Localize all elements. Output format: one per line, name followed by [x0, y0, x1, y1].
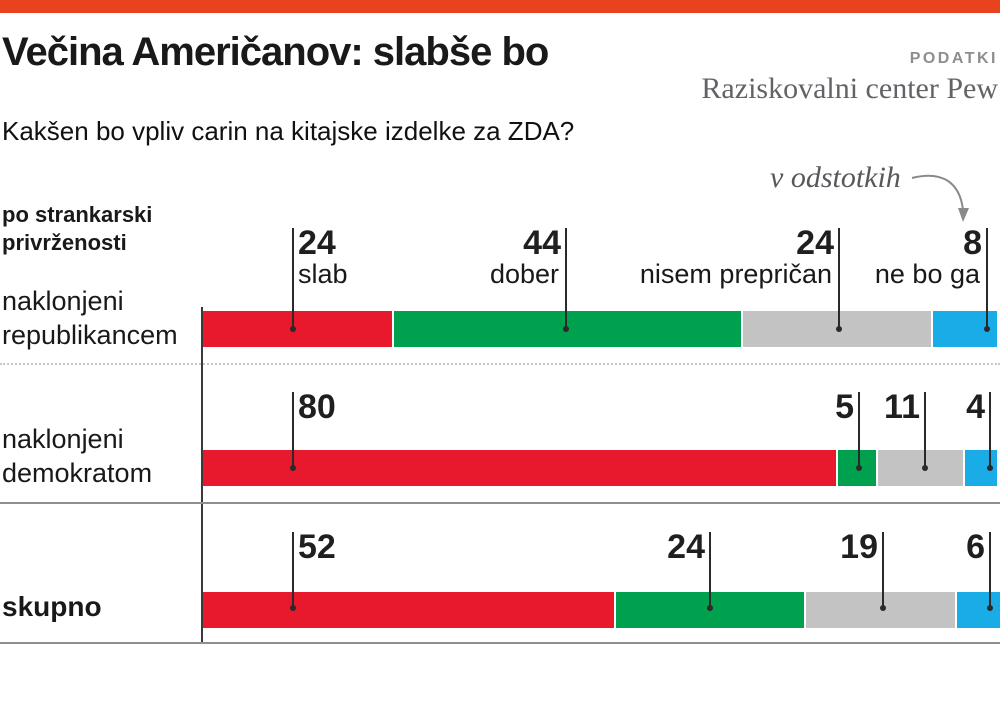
leader-dot	[856, 465, 862, 471]
leader-dot	[984, 326, 990, 332]
value-label: 11	[884, 388, 920, 426]
leader-line	[838, 228, 840, 329]
unit-note-arrow-icon	[911, 174, 969, 222]
bar-segment-slab	[203, 450, 837, 486]
bar-segment-slab	[203, 592, 614, 628]
category-label: dober	[489, 259, 559, 289]
value-label: 80	[298, 388, 336, 426]
value-label: 8	[963, 224, 982, 262]
value-label: 24	[667, 528, 705, 566]
leader-line	[292, 532, 294, 608]
kicker-label: PODATKI	[909, 50, 998, 67]
unit-note: v odstotkih	[770, 161, 901, 194]
leader-line	[924, 392, 926, 468]
value-label: 4	[966, 388, 985, 426]
bar-segment-ne-bo-ga	[957, 592, 1000, 628]
category-label: slab	[298, 259, 348, 289]
leader-line	[989, 532, 991, 608]
leader-dot	[563, 326, 569, 332]
chart-baseline-axis	[201, 307, 203, 643]
chart-bottom-divider	[0, 642, 1000, 644]
row-divider-solid	[0, 502, 1000, 504]
value-label: 52	[298, 528, 336, 566]
value-label: 44	[523, 224, 561, 262]
category-label: nisem prepričan	[639, 259, 832, 289]
source-attribution: Raziskovalni center Pew	[701, 72, 998, 105]
leader-dot	[922, 465, 928, 471]
leader-dot	[987, 605, 993, 611]
page-title: Večina Američanov: slabše bo	[2, 30, 549, 74]
top-accent-bar	[0, 0, 1000, 13]
value-label: 19	[840, 528, 878, 566]
leader-line	[292, 392, 294, 468]
leader-dot	[880, 605, 886, 611]
leader-dot	[987, 465, 993, 471]
row-label: naklonjeni demokratom	[2, 424, 153, 488]
category-label: ne bo ga	[874, 259, 980, 289]
row-label: skupno	[2, 591, 102, 622]
bar-segment-nisem-prepričan	[877, 450, 964, 486]
leader-dot	[707, 605, 713, 611]
leader-line	[565, 228, 567, 329]
leader-line	[882, 532, 884, 608]
value-label: 6	[966, 528, 985, 566]
leader-dot	[836, 326, 842, 332]
leader-line	[986, 228, 988, 329]
row-divider-dotted	[0, 363, 1000, 365]
leader-line	[709, 532, 711, 608]
value-label: 24	[796, 224, 834, 262]
leader-line	[858, 392, 860, 468]
group-label: po strankarski privrženosti	[2, 202, 153, 255]
row-label: naklonjeni republikancem	[2, 286, 178, 350]
value-label: 24	[298, 224, 336, 262]
value-label: 5	[835, 388, 854, 426]
leader-dot	[290, 605, 296, 611]
leader-line	[989, 392, 991, 468]
leader-dot	[290, 465, 296, 471]
bar-segment-slab	[203, 311, 392, 347]
leader-line	[292, 228, 294, 329]
leader-dot	[290, 326, 296, 332]
chart-question: Kakšen bo vpliv carin na kitajske izdelk…	[2, 116, 575, 146]
